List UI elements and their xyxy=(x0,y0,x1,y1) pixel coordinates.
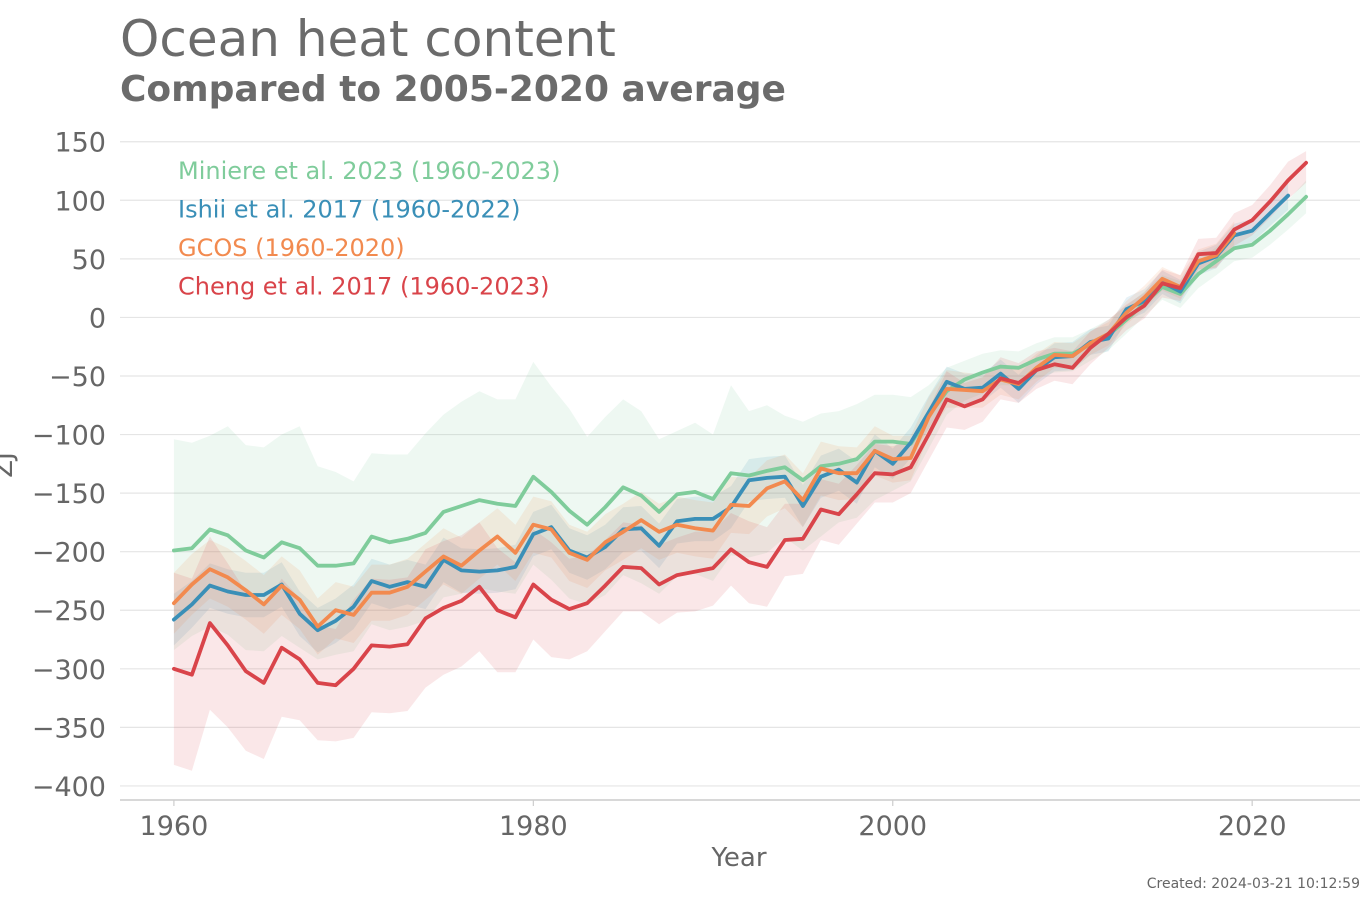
uncertainty-band-2 xyxy=(173,181,1289,653)
uncertainty-band-1 xyxy=(173,180,1307,660)
y-tick-label: −100 xyxy=(32,421,106,452)
series-line-3 xyxy=(171,231,1237,629)
y-tick-label: 150 xyxy=(54,128,106,159)
legend-item-2: Ishii et al. 2017 (1960-2022) xyxy=(178,196,520,224)
y-tick-label: −400 xyxy=(32,772,106,803)
y-tick-label: −250 xyxy=(32,596,106,627)
legend-item-3: GCOS (1960-2020) xyxy=(178,234,405,262)
x-tick-label: 1960 xyxy=(140,811,209,842)
x-tick-label: 2020 xyxy=(1218,811,1287,842)
y-tick-label: −150 xyxy=(32,479,106,510)
x-tick-label: 2000 xyxy=(858,811,927,842)
legend-item-4: Cheng et al. 2017 (1960-2023) xyxy=(178,273,550,301)
legend-item-1: Miniere et al. 2023 (1960-2023) xyxy=(178,157,560,185)
y-axis-ticks: 150 100 50 0 −50 −100 −150 −200 −250 −300 −350 −400 xyxy=(32,128,106,803)
chart-title: Ocean heat content xyxy=(120,10,616,68)
uncertainty-band-3 xyxy=(173,221,1235,655)
y-tick-label: −300 xyxy=(32,655,106,686)
y-tick-label: −350 xyxy=(32,713,106,744)
y-tick-label: 100 xyxy=(54,186,106,217)
y-tick-label: −200 xyxy=(32,538,106,569)
uncertainty-band-4 xyxy=(173,151,1307,771)
uncertainty-bands xyxy=(173,151,1307,771)
legend: Miniere et al. 2023 (1960-2023) Ishii et … xyxy=(178,157,560,301)
created-timestamp: Created: 2024-03-21 10:12:59 xyxy=(1146,876,1360,892)
y-axis-label: ZJ xyxy=(0,452,19,477)
x-tick-label: 1980 xyxy=(499,811,568,842)
series-line-4 xyxy=(171,160,1308,688)
series-lines xyxy=(171,160,1308,688)
y-tick-label: −50 xyxy=(49,362,106,393)
chart-subtitle: Compared to 2005-2020 average xyxy=(120,69,786,110)
x-axis-label: Year xyxy=(710,843,766,873)
y-tick-label: 0 xyxy=(89,303,106,334)
y-tick-label: 50 xyxy=(72,245,106,276)
x-axis-ticks: 1960 1980 2000 2020 xyxy=(140,800,1287,842)
